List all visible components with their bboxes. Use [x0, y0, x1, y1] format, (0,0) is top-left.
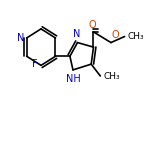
Text: N: N — [17, 33, 24, 43]
Text: CH₃: CH₃ — [127, 32, 144, 41]
Text: O: O — [112, 30, 119, 40]
Text: O: O — [88, 20, 96, 30]
Text: CH₃: CH₃ — [103, 72, 120, 81]
Text: N: N — [73, 29, 80, 39]
Text: F: F — [32, 59, 38, 69]
Text: NH: NH — [66, 74, 81, 84]
